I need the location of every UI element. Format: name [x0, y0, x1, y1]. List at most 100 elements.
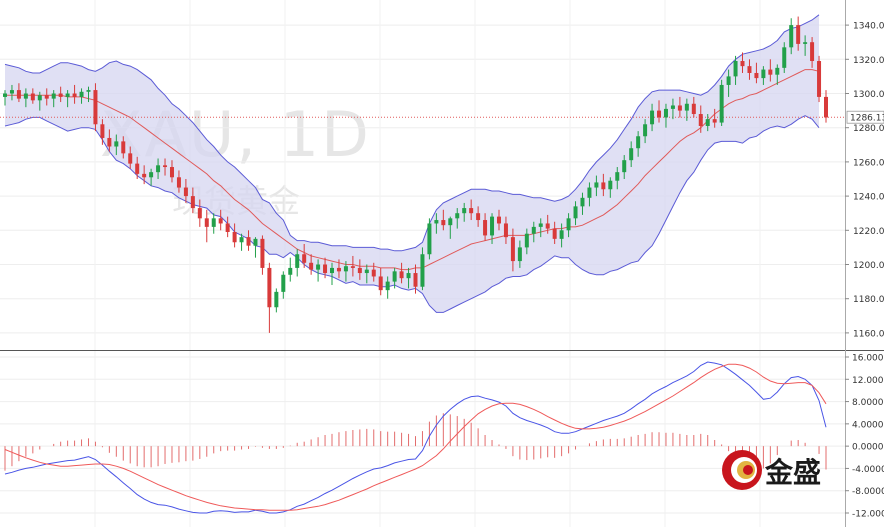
candle-body: [789, 25, 794, 48]
candle-body: [58, 93, 63, 97]
candle-body: [121, 141, 126, 154]
bollinger-mid-line: [5, 69, 820, 271]
candle-body: [622, 160, 627, 173]
candle-body: [650, 110, 655, 125]
candle-body: [72, 93, 77, 97]
candle-body: [580, 197, 585, 207]
candle-body: [441, 220, 446, 226]
candle-body: [183, 187, 188, 197]
candle-body: [483, 220, 488, 236]
candle-body: [559, 230, 564, 239]
candle-body: [350, 266, 355, 268]
last-price-label: 1286.13: [850, 114, 884, 124]
candle-body: [643, 124, 648, 137]
candle-body: [218, 218, 223, 224]
candle-body: [636, 136, 641, 149]
price-tick-label: 1340.00: [853, 22, 884, 32]
candle-body: [51, 93, 56, 99]
candle-body: [587, 187, 592, 198]
candle-body: [503, 223, 508, 238]
candle-body: [392, 271, 397, 282]
candle-body: [448, 218, 453, 226]
candle-body: [796, 25, 801, 44]
macd-tick-label: 4.0000: [852, 420, 884, 430]
candle-body: [747, 66, 752, 73]
candle-body: [733, 61, 738, 77]
candle-body: [705, 119, 710, 126]
brand-logo: 金盛: [720, 447, 835, 495]
candle-body: [267, 267, 272, 308]
candle-body: [524, 233, 529, 248]
candle-body: [281, 274, 286, 292]
macd-tick-label: -4.0000: [852, 465, 884, 475]
brand-logo-icon: [722, 450, 762, 490]
candle-body: [629, 148, 634, 161]
candle-body: [684, 103, 689, 111]
candle-body: [100, 124, 105, 138]
candle-body: [169, 167, 174, 178]
candle-body: [232, 232, 237, 243]
candle-body: [288, 267, 293, 275]
candle-body: [37, 95, 42, 101]
candle-body: [496, 216, 501, 224]
candle-body: [420, 254, 425, 287]
candle-body: [455, 213, 460, 219]
candle-body: [712, 119, 717, 123]
candle-body: [378, 276, 383, 291]
candle-body: [490, 216, 495, 236]
candle-body: [9, 90, 14, 94]
macd-tick-label: 8.0000: [852, 398, 884, 408]
candle-body: [657, 110, 662, 118]
candle-body: [761, 69, 766, 79]
candle-body: [23, 93, 28, 99]
macd-tick-label: -8.0000: [852, 487, 884, 497]
candle-body: [768, 69, 773, 75]
candle-body: [246, 237, 251, 246]
candle-body: [163, 165, 168, 168]
last-price-tag: [846, 110, 884, 124]
candle-body: [295, 254, 300, 268]
candle-body: [691, 103, 696, 115]
candle-body: [677, 105, 682, 111]
price-tick-label: 1180.00: [853, 295, 884, 305]
candle-body: [670, 105, 675, 109]
candle-body: [93, 90, 98, 125]
candle-body: [274, 291, 279, 308]
candle-body: [364, 269, 369, 274]
candle-body: [566, 218, 571, 231]
candle-body: [79, 91, 84, 97]
candle-body: [3, 93, 7, 97]
price-tick-label: 1260.00: [853, 158, 884, 168]
bollinger-band-fill: [5, 14, 819, 313]
candle-body: [343, 266, 348, 272]
macd-tick-label: -12.0000: [852, 510, 884, 520]
candle-body: [698, 114, 703, 126]
macd-tick-label: 12.0000: [852, 376, 884, 386]
candle-body: [663, 108, 668, 118]
candle-body: [316, 264, 321, 270]
candle-body: [462, 208, 467, 214]
candle-body: [197, 208, 202, 219]
candle-body: [810, 42, 815, 62]
candle-body: [239, 237, 244, 243]
candle-body: [309, 262, 314, 270]
candle-body: [552, 228, 557, 239]
candle-body: [225, 223, 230, 233]
candle-body: [803, 42, 808, 44]
candle-body: [531, 226, 536, 234]
macd-line: [4, 361, 827, 514]
macd-tick-label: 0.0000: [852, 443, 884, 453]
candle-body: [406, 273, 411, 279]
candle-body: [427, 223, 432, 255]
candle-body: [204, 218, 209, 227]
candle-body: [135, 163, 140, 174]
candle-body: [824, 96, 828, 118]
candle-body: [385, 281, 390, 291]
macd-tick-label: 16.0000: [852, 354, 884, 364]
candle-body: [469, 208, 474, 214]
candle-body: [260, 238, 265, 268]
candle-body: [142, 173, 147, 178]
candle-body: [538, 223, 543, 227]
candle-body: [726, 76, 731, 85]
candle-body: [86, 90, 91, 92]
